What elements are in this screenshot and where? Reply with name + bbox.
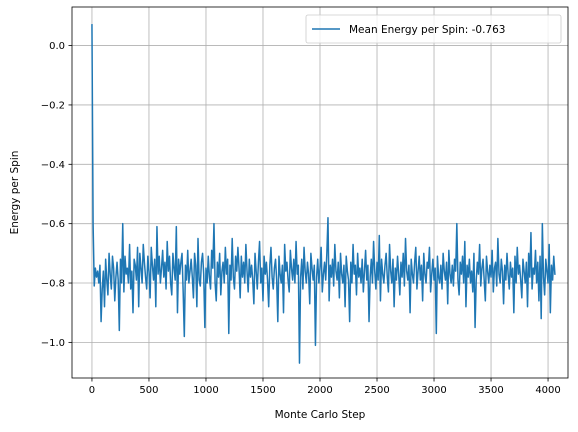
x-tick-label: 1500 [250,385,275,396]
legend-box [305,14,562,44]
x-tick-label: 4000 [535,385,560,396]
y-tick-label: 0.0 [49,41,65,52]
ticks-layer: 0 500 1000 1500 2000 2500 3000 3500 4000 0.0 −0.2 −… [41,41,561,396]
series-line-mean-energy [91,24,556,364]
y-tick-label: −1.0 [41,338,65,349]
x-tick-label: 2000 [307,385,332,396]
legend-label: Mean Energy per Spin: -0.763 [349,24,505,36]
x-tick-label: 500 [139,385,158,396]
series-layer [91,24,556,364]
y-axis-title: Energy per Spin [9,151,21,235]
x-tick-label: 3500 [478,385,503,396]
x-tick-label: 1000 [193,385,218,396]
y-tick-label: −0.2 [41,100,65,111]
y-tick-label: −0.8 [41,279,65,290]
x-tick-label: 3000 [421,385,446,396]
grid-layer [72,7,568,378]
x-axis-title: Monte Carlo Step [275,409,366,421]
x-tick-label: 0 [89,385,95,396]
y-tick-label: −0.6 [41,219,65,230]
x-tick-label: 2500 [364,385,389,396]
legend: Mean Energy per Spin: -0.763 [305,14,562,44]
y-tick-label: −0.4 [41,160,65,171]
